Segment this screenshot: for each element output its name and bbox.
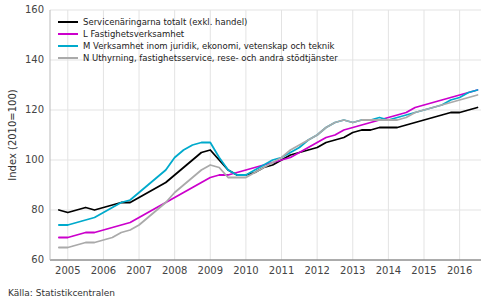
y-grid-line — [50, 160, 481, 161]
y-grid-line — [50, 210, 481, 211]
legend-swatch — [58, 45, 78, 47]
x-tick-label: 2010 — [233, 265, 258, 276]
x-tick-label: 2011 — [269, 265, 294, 276]
y-grid-line — [50, 110, 481, 111]
x-grid-line — [459, 10, 460, 260]
legend-label: Servicenäringarna totalt (exkl. handel) — [83, 17, 247, 27]
legend-label: M Verksamhet inom juridik, ekonomi, vete… — [83, 41, 335, 51]
y-axis-label: Index (2010=100) — [7, 89, 18, 181]
x-tick-label: 2008 — [162, 265, 187, 276]
x-grid-line — [352, 10, 353, 260]
legend-swatch — [58, 21, 78, 23]
x-tick-label: 2006 — [91, 265, 116, 276]
y-tick-label: 80 — [31, 204, 44, 215]
chart: 60 80 100 120 140 160 2005 2006 2007 2008 2009 2010… — [0, 0, 493, 304]
legend-swatch — [58, 57, 78, 59]
x-tick-label: 2015 — [411, 265, 436, 276]
series-line — [59, 95, 478, 248]
y-tick-label: 160 — [25, 4, 44, 15]
y-grid-line — [50, 260, 481, 261]
y-tick-label: 140 — [25, 54, 44, 65]
x-grid-line — [67, 10, 68, 260]
y-axis-line — [50, 10, 51, 260]
legend-label: N Uthyrning, fastighetsservice, rese- oc… — [83, 53, 338, 63]
x-tick-label: 2012 — [304, 265, 329, 276]
x-tick-label: 2005 — [55, 265, 80, 276]
legend: Servicenäringarna totalt (exkl. handel) L… — [58, 17, 338, 63]
lines — [59, 90, 478, 248]
legend-swatch — [58, 33, 78, 35]
series-line — [59, 108, 478, 213]
x-grid-line — [424, 10, 425, 260]
x-tick-label: 2014 — [376, 265, 401, 276]
x-tick-label: 2016 — [447, 265, 472, 276]
x-tick-label: 2013 — [340, 265, 365, 276]
x-axis-line — [50, 260, 481, 261]
x-tick-label: 2007 — [126, 265, 151, 276]
source-note: Källa: Statistikcentralen — [8, 288, 115, 298]
series-line — [59, 90, 478, 225]
legend-label: L Fastighetsverksamhet — [83, 29, 185, 39]
y-tick-label: 120 — [25, 104, 44, 115]
y-tick-label: 100 — [25, 154, 44, 165]
grid — [50, 10, 481, 260]
x-tick-label: 2009 — [198, 265, 223, 276]
y-grid-line — [50, 10, 481, 11]
y-tick-label: 60 — [31, 254, 44, 265]
x-grid-line — [388, 10, 389, 260]
